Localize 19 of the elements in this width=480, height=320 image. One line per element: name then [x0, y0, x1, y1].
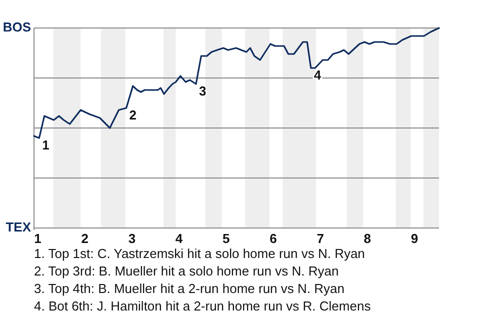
text: 1. Top 1st: C. Yastrzemski hit a solo home run vs N. Ryan	[34, 246, 365, 261]
x-tick-label: 3	[128, 231, 136, 246]
x-tick-label: 6	[270, 231, 277, 246]
annotation: 2	[129, 107, 137, 122]
annotation: 1	[42, 137, 50, 152]
annotation: 4	[314, 67, 322, 82]
annotation: 3	[199, 83, 206, 98]
text: 3. Top 4th: B. Mueller hit a 2-run home run vs N. Ryan	[34, 281, 344, 296]
x-tick-label: 7	[316, 231, 324, 246]
text: BOS	[2, 19, 32, 34]
text: 2. Top 3rd: B. Mueller hit a solo home run vs N. Ryan	[34, 264, 339, 278]
x-tick-label: 2	[81, 231, 88, 246]
x-tick-label: 1	[34, 231, 42, 246]
x-tick-label: 5	[222, 231, 230, 246]
text: TEX	[6, 219, 32, 234]
x-tick-label: 8	[364, 231, 372, 246]
text: 4. Bot 6th: J. Hamilton hit a 2-run home run vs R. Clemens	[34, 298, 372, 314]
x-tick-label: 4	[175, 231, 184, 246]
x-tick-label: 9	[410, 231, 418, 246]
